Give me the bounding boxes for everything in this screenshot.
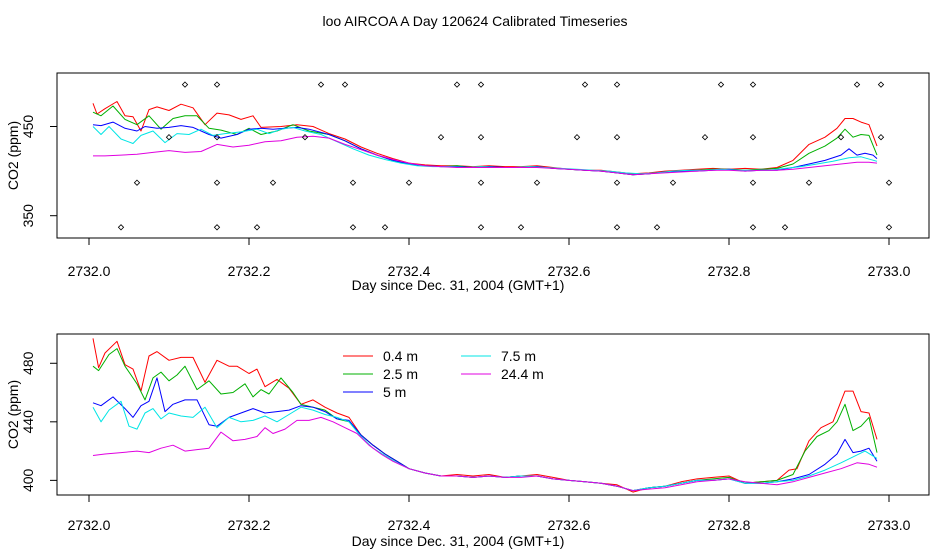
x-tick-label: 2732.8 [708,263,751,279]
diamond-marker [613,179,621,186]
diamond-marker [837,134,845,141]
y-tick-label: 440 [20,410,36,434]
diamond-marker [781,224,789,231]
legend-label: 7.5 m [501,348,536,364]
diamond-marker [477,134,485,141]
y-tick-label: 480 [20,351,36,375]
diamond-marker [581,81,589,88]
diamond-marker [405,179,413,186]
diamond-marker [477,81,485,88]
diamond-marker [613,224,621,231]
y-axis-label: CO2 (ppm) [5,380,21,449]
x-axis-label: Day since Dec. 31, 2004 (GMT+1) [352,533,565,549]
diamond-marker [213,179,221,186]
figure-title: loo AIRCOA A Day 120624 Calibrated Times… [322,13,627,29]
legend-label: 2.5 m [383,366,418,382]
diamond-marker [181,81,189,88]
diamond-marker [613,81,621,88]
diamond-marker [341,81,349,88]
legend-label: 0.4 m [383,348,418,364]
y-tick-label: 350 [20,204,36,228]
diamond-marker [517,224,525,231]
series-line-2-5-m-m [92,348,878,492]
diamond-marker [749,224,757,231]
diamond-marker [213,134,221,141]
diamond-marker [349,224,357,231]
series-line-0-4-m-m [92,101,878,175]
series-line-24-4-m-m [92,416,878,492]
y-tick-label: 450 [20,115,36,139]
series-line-2-5-m-m [92,105,878,176]
chart-panel-1: 2732.0 2732.2 2732.4 2732.6 2732.8 2733.0 350 4… [5,72,930,293]
x-tick-label: 2732.0 [68,263,111,279]
x-tick-label: 2732.6 [548,263,591,279]
series-line-5-m-m [92,377,878,492]
x-tick-label: 2732.4 [388,517,431,533]
diamond-marker [573,134,581,141]
diamond-marker [533,179,541,186]
x-tick-label: 2732.0 [68,517,111,533]
x-tick-label: 2732.2 [228,517,271,533]
plot-area [92,81,893,231]
diamond-marker [877,134,885,141]
legend-label: 5 m [383,384,406,400]
diamond-marker [133,179,141,186]
diamond-marker [213,224,221,231]
diamond-marker [381,224,389,231]
diamond-marker [701,134,709,141]
plot-area [92,338,878,493]
diamond-marker [749,134,757,141]
series-line-7-5-m-m [92,126,878,175]
diamond-marker [349,179,357,186]
diamond-marker [749,81,757,88]
diamond-marker [117,224,125,231]
diamond-marker [717,81,725,88]
x-tick-label: 2733.0 [868,517,911,533]
diamond-marker [885,179,893,186]
y-tick-label: 400 [20,468,36,492]
x-axis-label: Day since Dec. 31, 2004 (GMT+1) [352,277,565,293]
x-tick-label: 2732.2 [228,263,271,279]
diamond-marker [613,134,621,141]
plot-frame [56,333,930,496]
diamond-marker [477,179,485,186]
diamond-marker [453,81,461,88]
y-axis-label: CO2 (ppm) [5,121,21,190]
legend: 0.4 m 2.5 m 5 m 7.5 m 24.4 m [343,348,544,400]
diamond-marker [477,224,485,231]
chart-panel-2: 2732.0 2732.2 2732.4 2732.6 2732.8 2733.0 400 4… [5,333,930,549]
x-tick-label: 2732.4 [388,263,431,279]
plot-frame [56,72,930,239]
diamond-marker [301,134,309,141]
diamond-marker [853,81,861,88]
diamond-marker [165,134,173,141]
diamond-marker [885,224,893,231]
diamond-marker [805,179,813,186]
diamond-marker [253,224,261,231]
x-tick-label: 2732.8 [708,517,751,533]
x-tick-label: 2732.6 [548,517,591,533]
diamond-marker [653,224,661,231]
diamond-marker [317,81,325,88]
series-line-24-4-m-m [93,135,878,176]
diamond-marker [749,179,757,186]
panels: 2732.0 2732.2 2732.4 2732.6 2732.8 2733.0 350 4… [5,72,930,549]
diamond-marker [669,179,677,186]
diamond-marker [213,81,221,88]
legend-label: 24.4 m [501,366,544,382]
diamond-marker [877,81,885,88]
diamond-marker [437,134,445,141]
series-line-0-4-m-m [92,338,878,493]
diamond-marker [269,179,277,186]
x-tick-label: 2733.0 [868,263,911,279]
